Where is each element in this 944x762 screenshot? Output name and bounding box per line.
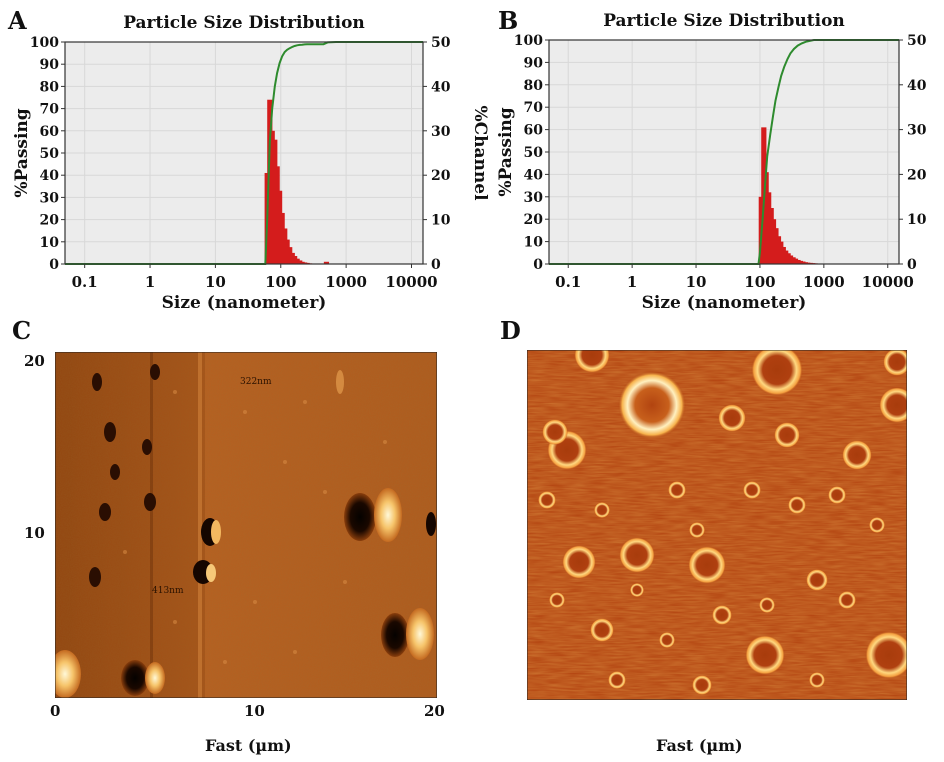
- chart-a-ytick-label-3: 30: [40, 190, 60, 206]
- chart-a-ytick-label-10: 100: [30, 35, 59, 51]
- chart-a-y2tick-label-1: 10: [431, 213, 451, 229]
- chart-a-ytick-label-1: 10: [40, 235, 60, 251]
- chart-a-bar-8: [284, 239, 290, 264]
- chart-a-xtick-label-0: 0.1: [72, 273, 98, 291]
- panel-letter-d: D: [500, 316, 521, 345]
- afm-c-xtick-0: 0: [50, 702, 61, 720]
- chart-a-y2tick-label-5: 50: [431, 35, 451, 51]
- chart-a-y2label: %Channel: [470, 105, 490, 201]
- chart-a-y2tick-label-2: 20: [431, 168, 451, 184]
- chart-a-ytick-label-7: 70: [40, 102, 60, 118]
- chart-a-ylabel: %Passing: [12, 108, 32, 197]
- afm-c-ytick-20: 20: [24, 352, 45, 370]
- afm-c-xlabel: Fast (µm): [205, 736, 292, 755]
- panel-letter-b: B: [498, 6, 519, 35]
- chart-a-title: Particle Size Distribution: [123, 13, 365, 33]
- afm-image-c-art: [55, 352, 437, 698]
- panel-letter-a: A: [8, 6, 27, 35]
- chart-a-ytick-label-5: 50: [40, 146, 60, 162]
- chart-a-ytick-label-9: 90: [40, 57, 60, 73]
- chart-a-ytick-label-6: 60: [40, 124, 60, 140]
- chart-a-xtick-label-1: 1: [145, 273, 155, 291]
- chart-a-ytick-label-8: 80: [40, 79, 60, 95]
- chart-a-xtick-label-2: 10: [205, 273, 226, 291]
- chart-a-xtick-label-5: 10000: [385, 273, 437, 291]
- chart-a-y2tick-label-3: 30: [431, 124, 451, 140]
- chart-a-xlabel: Size (nanometer): [162, 293, 327, 313]
- chart-a-ytick-label-2: 20: [40, 213, 60, 229]
- chart-a-xtick-label-3: 100: [265, 273, 296, 291]
- afm-image-d: [527, 350, 907, 700]
- afm-image-c: [55, 352, 437, 698]
- afm-annotation-1: 322nm: [240, 377, 272, 387]
- afm-c-xtick-10: 10: [244, 702, 265, 720]
- afm-c-xtick-20: 20: [424, 702, 445, 720]
- afm-c-ytick-10: 10: [24, 524, 45, 542]
- chart-a-ytick-label-4: 40: [40, 168, 60, 184]
- afm-annotation-2: 413nm: [152, 586, 184, 596]
- chart-a-cumulative-line: [65, 41, 423, 265]
- chart-a-y2tick-label-0: 0: [431, 257, 441, 273]
- afm-image-d-art: [527, 350, 907, 700]
- chart-a-xtick-label-4: 1000: [325, 273, 367, 291]
- afm-d-xlabel: Fast (µm): [656, 736, 743, 755]
- chart-a-y2tick-label-4: 40: [431, 79, 451, 95]
- panel-letter-c: C: [12, 316, 32, 345]
- chart-a-ytick-label-0: 0: [49, 257, 59, 273]
- chart-a-bar-19: [323, 261, 330, 264]
